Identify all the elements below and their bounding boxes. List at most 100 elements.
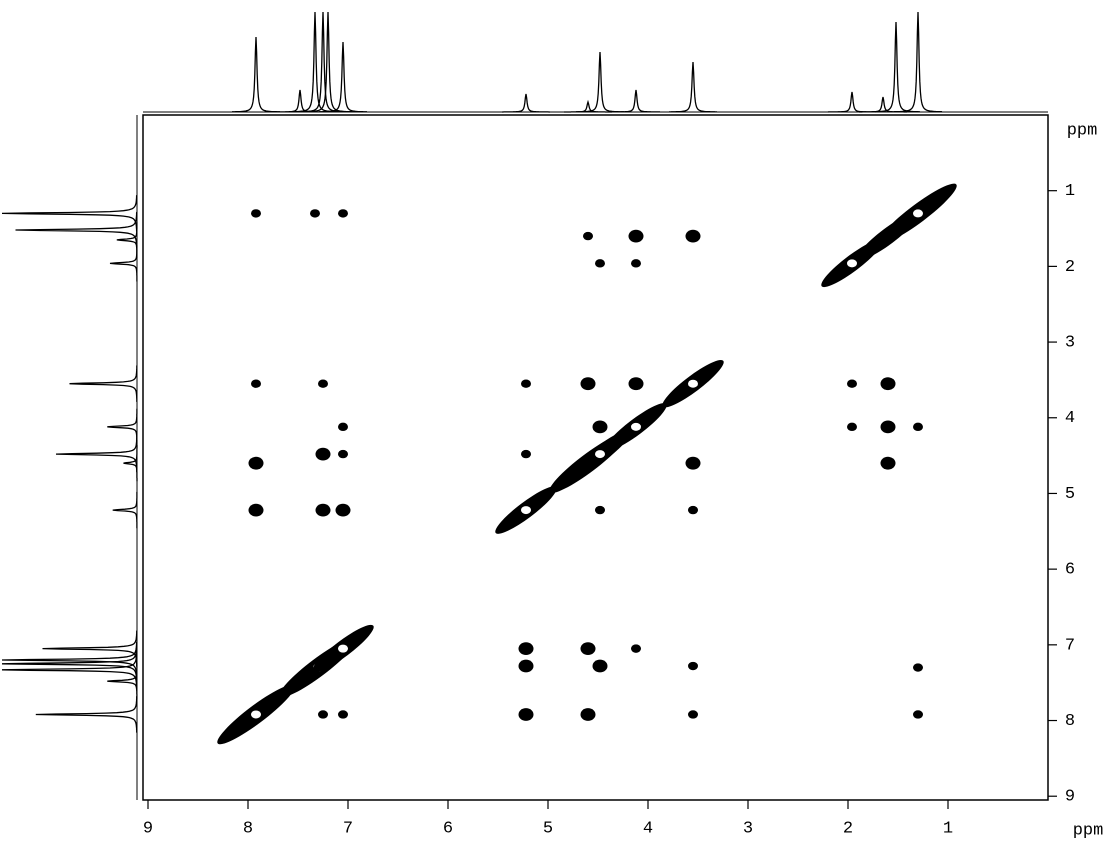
left-projection-peak [107,408,138,445]
cross-peak [518,659,534,673]
x-tick-label: 2 [843,819,853,838]
cross-peak [631,644,641,653]
cross-peak [518,708,534,721]
plot-frame [142,114,1049,801]
top-projection-peak [564,99,612,113]
cross-peak [521,449,531,459]
left-projection-peak [35,696,138,733]
cross-peak [847,422,857,432]
cross-peak [580,708,596,721]
cross-peak [688,505,698,515]
x-tick-label: 6 [443,819,453,838]
cross-peak [251,379,261,388]
diagonal-peak-core [338,644,348,653]
diagonal-peak-core [847,259,857,268]
cross-peak [688,710,698,719]
top-projection-peak [893,11,943,113]
cross-peak [913,422,923,432]
cross-peak [580,642,596,656]
cross-peak [338,209,348,218]
left-projection-peak [109,245,138,282]
cross-peak [913,663,923,672]
x-tick-label: 4 [643,819,653,838]
cross-peak [338,710,348,719]
cross-peak [685,456,701,470]
cross-peak [880,420,896,434]
y-tick-label: 5 [1065,485,1075,504]
left-projection-peak [112,491,138,529]
y-tick-label: 8 [1065,712,1075,731]
cross-peak [521,379,531,388]
left-projection-peak [1,641,138,679]
left-projection-peak [69,365,138,402]
y-tick-label: 6 [1065,561,1075,580]
cross-peak [518,642,534,656]
diagonal-peak-core [251,710,261,719]
left-projection-peak [1,645,138,683]
diagonal-peak-core [631,422,641,431]
cross-peak [335,503,351,517]
y-tick-label: 2 [1065,258,1075,277]
y-tick-label: 9 [1065,788,1075,807]
diagonal-peak-core [595,450,605,459]
top-projection-peak [276,89,324,113]
cross-peak [628,377,644,391]
cross-peak [310,209,320,218]
top-projection-peak [669,61,717,113]
cross-peak [315,503,331,517]
cross-peak [592,420,608,434]
left-projection-peak [15,211,138,249]
cross-peak [631,259,641,268]
left-projection-peak [1,195,138,232]
cross-peak [248,503,264,517]
left-projection-peak [1,651,138,689]
y-tick-label: 3 [1065,334,1075,353]
top-projection-peak [303,11,353,113]
top-projection-peak [872,21,920,113]
y-tick-label: 7 [1065,636,1075,655]
cross-peak [318,379,328,388]
top-projection-peak [502,93,550,113]
cross-peak [583,231,593,241]
cross-peak [315,447,331,461]
top-projection-peak [298,11,348,113]
top-projection-peak [319,41,367,113]
cross-peak [685,229,701,243]
cross-peak [338,449,348,459]
top-projection-peak [290,11,340,113]
cross-peak [592,659,608,673]
top-projection-peak [612,89,660,113]
top-projection-peak [232,36,280,113]
x-tick-label: 1 [943,819,953,838]
left-projection-peak [123,445,138,482]
y-tick-label: 4 [1065,409,1075,428]
y-axis-label: ppm [1067,121,1098,140]
x-tick-label: 8 [243,819,253,838]
left-projection-peak [55,435,138,473]
diagonal-peak-core [913,209,923,218]
cross-peak [880,456,896,470]
top-projection-peak [827,91,877,113]
diagonal-peak-core [688,379,698,388]
cross-peak [595,505,605,515]
cross-peak [880,377,896,391]
cross-peak [847,379,857,388]
top-projection-peak [575,51,625,113]
diagonal-peak-core [521,506,531,515]
cross-peak [248,456,264,470]
cross-peak [580,377,596,391]
cross-peak [251,209,261,218]
cross-peak [318,710,328,719]
cross-peak [913,710,923,719]
cross-peak [688,661,698,671]
cross-peak [628,229,644,243]
x-tick-label: 9 [143,819,153,838]
y-tick-label: 1 [1065,182,1075,201]
x-axis-label: ppm [1073,821,1104,840]
x-tick-label: 3 [743,819,753,838]
left-projection-peak [42,630,138,667]
x-tick-label: 7 [343,819,353,838]
left-projection-peak [107,663,138,700]
cross-peak [595,259,605,268]
